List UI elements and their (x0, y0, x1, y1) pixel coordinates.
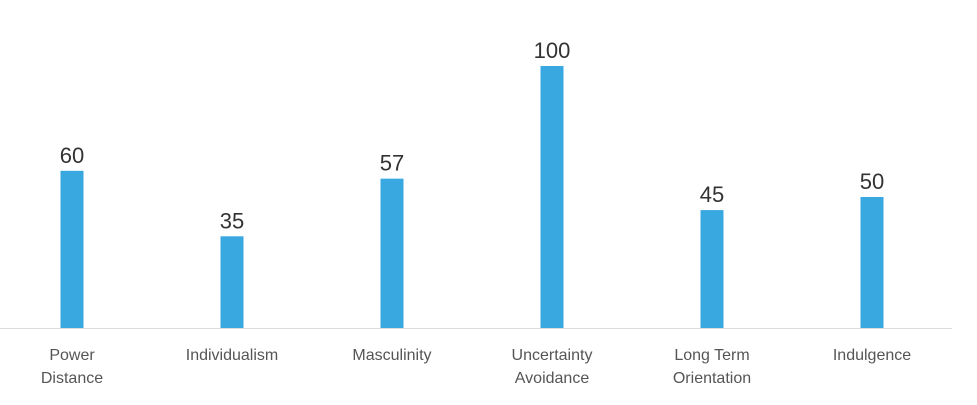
bar (540, 66, 564, 328)
x-tick-label: Indulgence (833, 347, 911, 364)
data-label: 45 (700, 182, 724, 207)
data-label: 35 (220, 208, 244, 233)
x-tick-label: Long Term Orientation (673, 347, 751, 387)
bar (860, 197, 884, 328)
data-label: 50 (860, 169, 884, 194)
data-label: 57 (380, 151, 404, 176)
bar (60, 170, 84, 328)
bar (220, 236, 244, 328)
x-tick-label: Power Distance (41, 347, 103, 387)
x-tick-label: Individualism (186, 347, 278, 364)
x-tick-label: Uncertainty Avoidance (512, 347, 593, 387)
x-tick-label: Masculinity (352, 347, 431, 364)
bar (700, 210, 724, 328)
data-label: 100 (534, 38, 571, 63)
data-label: 60 (60, 143, 84, 168)
bar (380, 178, 404, 328)
